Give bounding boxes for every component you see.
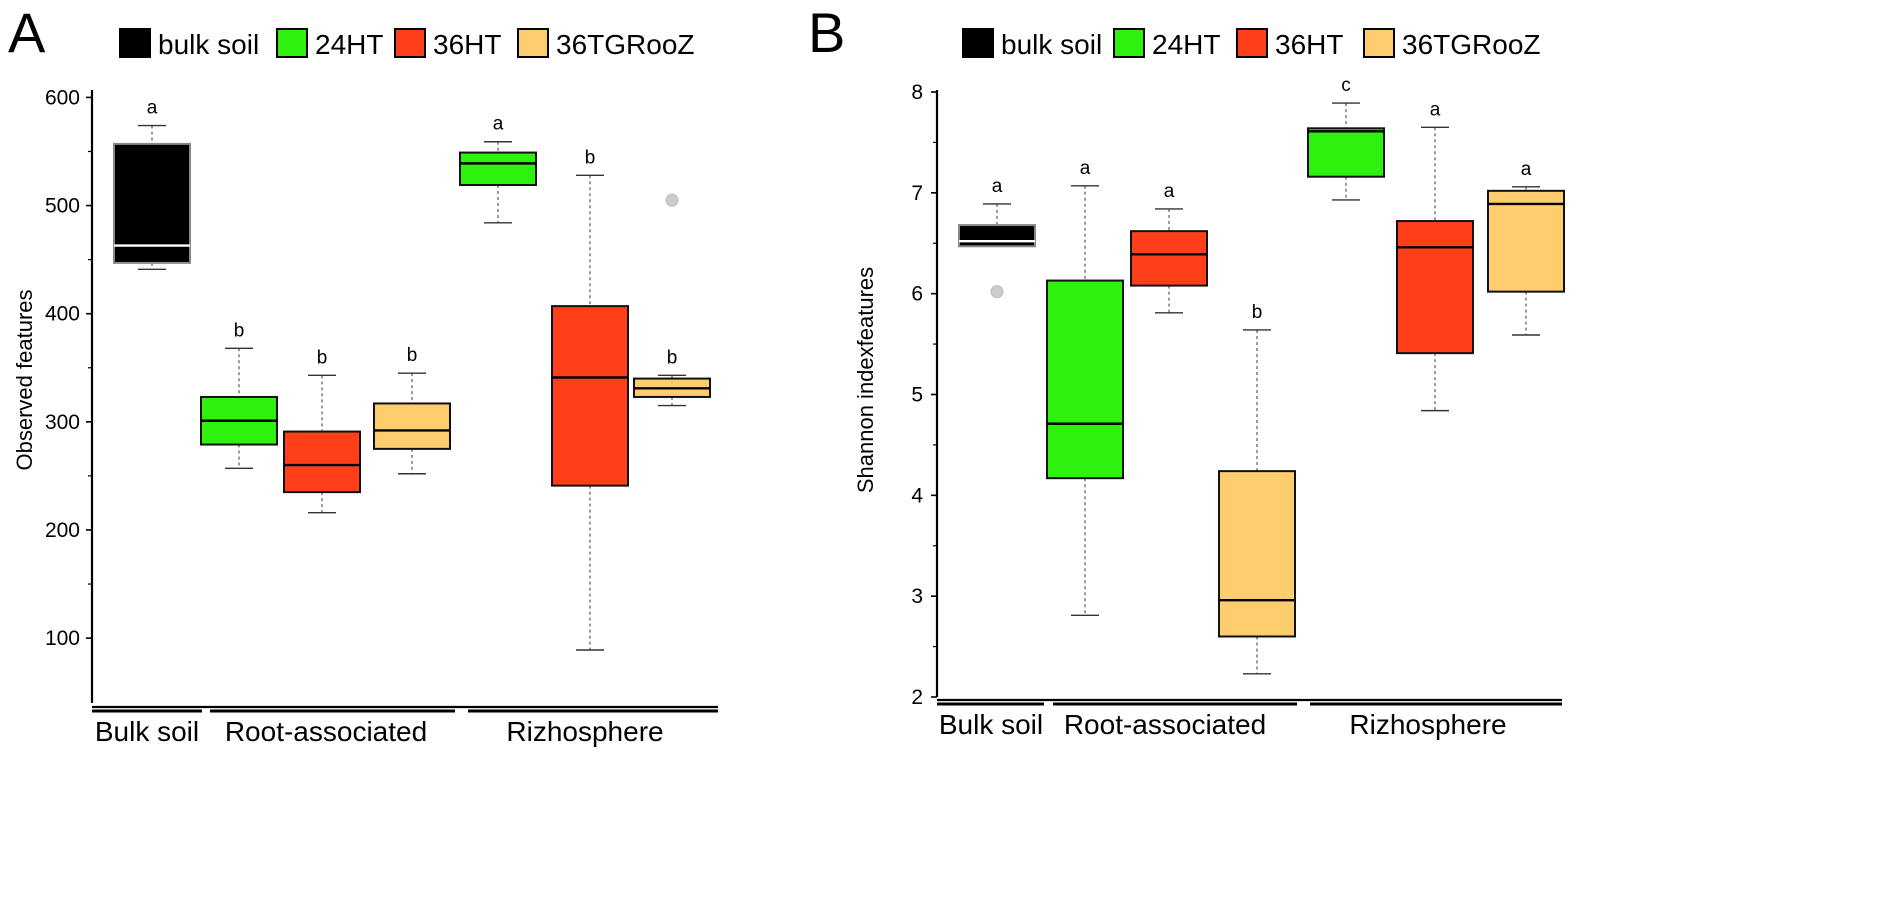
- significance-letter: b: [234, 320, 245, 341]
- group-label: Rizhosphere: [506, 716, 663, 747]
- y-tick-label: 6: [911, 283, 923, 306]
- box-body: [958, 224, 1036, 248]
- legend-label: 36TGRooZ: [1402, 29, 1541, 60]
- legend-label: 36HT: [1275, 29, 1343, 60]
- panel-label: B: [808, 1, 845, 64]
- y-tick-label: 2: [911, 686, 923, 709]
- y-tick-label: 7: [911, 182, 923, 205]
- significance-letter: b: [1252, 302, 1263, 323]
- box-rizhosphere-24ht: c: [1307, 75, 1385, 201]
- box-root-associated-24ht: a: [1046, 158, 1124, 617]
- box-body: [1218, 470, 1296, 638]
- y-tick-label: 3: [911, 585, 923, 608]
- box-body: [459, 151, 537, 187]
- box-body: [1396, 220, 1474, 355]
- box-root-associated-36tgrooz: b: [1218, 302, 1296, 675]
- box-root-associated-24ht: b: [200, 320, 278, 470]
- legend-swatch: [119, 28, 151, 58]
- significance-letter: c: [1341, 75, 1351, 96]
- legend-swatch: [276, 28, 308, 58]
- box-body: [1046, 279, 1124, 480]
- box-rizhosphere-36ht: b: [551, 147, 629, 651]
- significance-letter: a: [992, 176, 1003, 197]
- box-body: [1130, 230, 1208, 287]
- box-body: [373, 402, 451, 450]
- outlier-point: [665, 193, 679, 207]
- group-label: Bulk soil: [939, 709, 1043, 740]
- y-tick-label: 8: [911, 81, 923, 104]
- group-label: Root-associated: [225, 716, 427, 747]
- significance-letter: a: [493, 114, 504, 135]
- legend-swatch: [394, 28, 426, 58]
- significance-letter: b: [667, 347, 678, 368]
- legend-label: 24HT: [1152, 29, 1220, 60]
- legend-label: bulk soil: [158, 29, 259, 60]
- y-tick-label: 400: [45, 303, 80, 326]
- box-body: [551, 305, 629, 487]
- box-root-associated-36tgrooz: b: [373, 345, 451, 475]
- box-bulk-soil-bulk-soil: a: [958, 176, 1036, 299]
- box-bulk-soil-bulk-soil: a: [113, 98, 191, 271]
- y-axis-title: Shannon indexfeatures: [853, 267, 878, 493]
- legend-label: 36HT: [433, 29, 501, 60]
- group-label: Root-associated: [1064, 709, 1266, 740]
- y-tick-label: 300: [45, 411, 80, 434]
- box-root-associated-36ht: b: [283, 347, 361, 514]
- y-tick-label: 100: [45, 627, 80, 650]
- legend-label: bulk soil: [1001, 29, 1102, 60]
- box-rizhosphere-36tgrooz: a: [1487, 159, 1565, 336]
- group-label: Rizhosphere: [1349, 709, 1506, 740]
- significance-letter: b: [317, 347, 328, 368]
- box-body: [113, 142, 191, 264]
- box-body: [1487, 189, 1565, 293]
- legend-label: 24HT: [315, 29, 383, 60]
- legend-swatch: [517, 28, 549, 58]
- significance-letter: a: [1080, 158, 1091, 179]
- legend-swatch: [1113, 28, 1145, 58]
- significance-letter: a: [1430, 99, 1441, 120]
- legend-label: 36TGRooZ: [556, 29, 695, 60]
- y-tick-label: 200: [45, 519, 80, 542]
- y-axis-title: Observed features: [12, 290, 37, 471]
- legend-swatch: [1363, 28, 1395, 58]
- group-label: Bulk soil: [95, 716, 199, 747]
- legend-swatch: [1236, 28, 1268, 58]
- significance-letter: b: [585, 147, 596, 168]
- y-tick-label: 500: [45, 195, 80, 218]
- outlier-point: [990, 285, 1004, 299]
- box-rizhosphere-36tgrooz: b: [633, 193, 711, 407]
- y-tick-label: 600: [45, 86, 80, 109]
- box-root-associated-36ht: a: [1130, 181, 1208, 314]
- significance-letter: a: [1521, 159, 1532, 180]
- significance-letter: a: [147, 98, 158, 119]
- y-tick-label: 5: [911, 384, 923, 407]
- significance-letter: a: [1164, 181, 1175, 202]
- legend-swatch: [962, 28, 994, 58]
- panel-label: A: [8, 1, 46, 64]
- y-tick-label: 4: [911, 484, 923, 507]
- box-rizhosphere-36ht: a: [1396, 99, 1474, 412]
- box-rizhosphere-24ht: a: [459, 114, 537, 224]
- box-body: [1307, 127, 1385, 178]
- box-body: [283, 430, 361, 494]
- significance-letter: b: [407, 345, 418, 366]
